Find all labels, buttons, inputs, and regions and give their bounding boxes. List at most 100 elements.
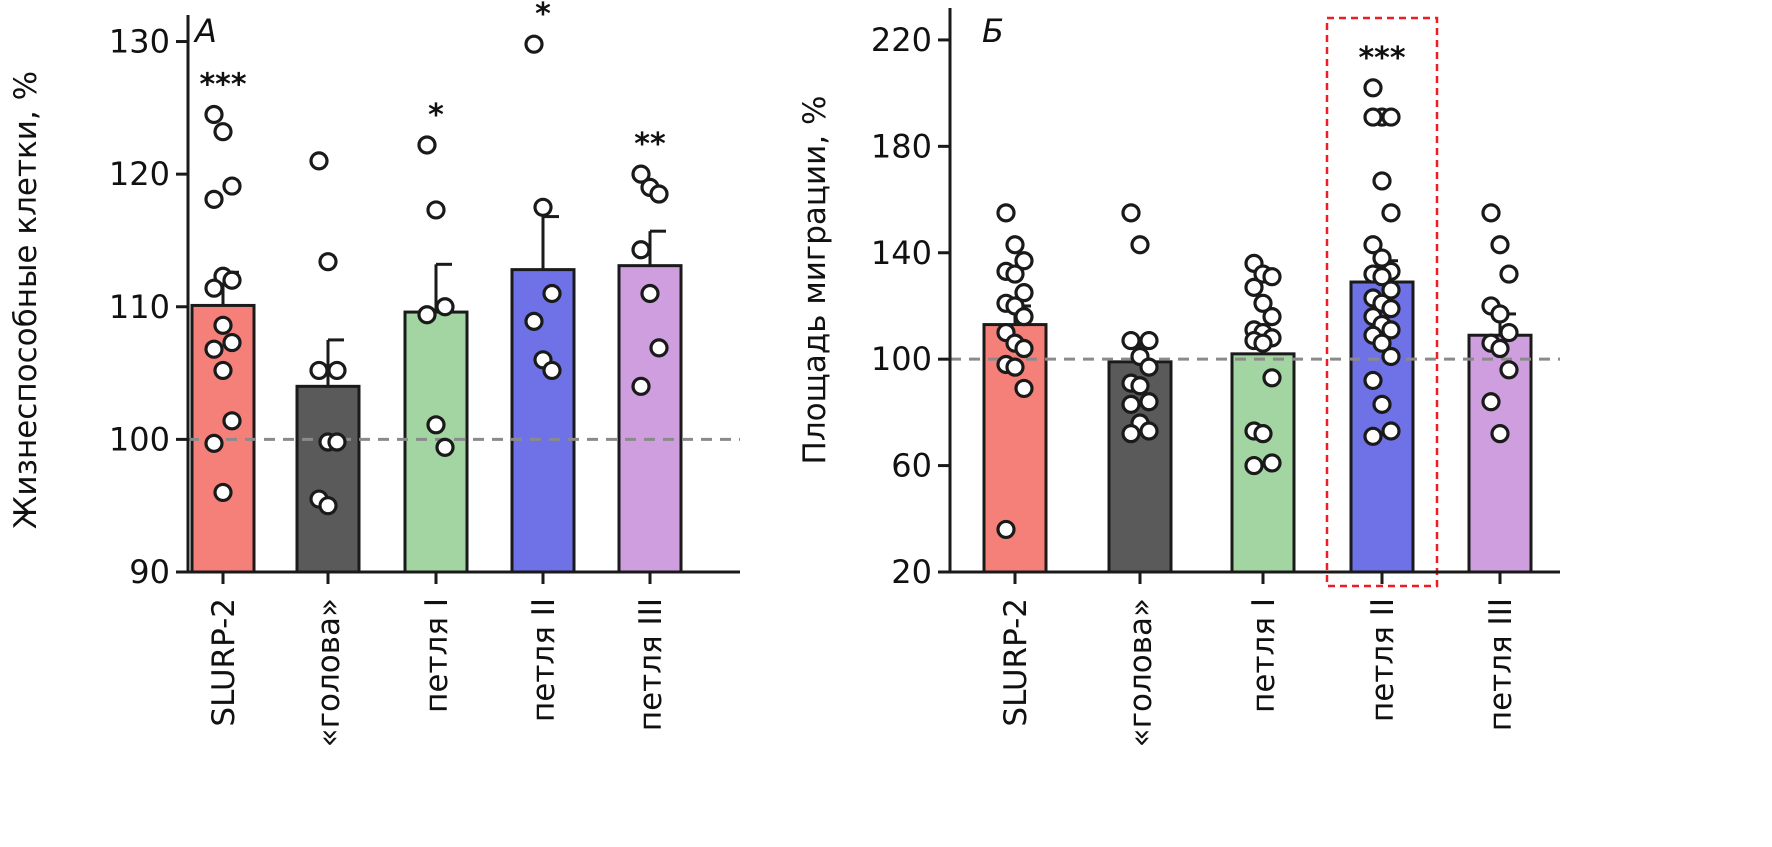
data-point [1139,357,1159,377]
data-point [1363,370,1383,391]
data-point [631,240,651,260]
data-point [1139,421,1159,441]
data-point [631,376,651,396]
significance-marker: * [428,98,444,133]
data-point [1490,304,1510,324]
data-point [1372,267,1392,287]
data-point [204,104,224,125]
highlight-box [1325,16,1439,588]
data-point [1262,267,1282,287]
y-tick-label: 130 [109,23,170,61]
y-tick-label: 120 [109,155,170,193]
data-point [1381,320,1401,340]
data-point [1499,322,1519,343]
bar [295,384,361,574]
data-point [1014,251,1034,271]
data-point [1014,338,1034,359]
data-point [1381,280,1401,300]
data-point [1381,203,1401,223]
data-point [222,176,242,196]
data-point [1139,392,1159,412]
data-point [1363,426,1383,446]
data-point [1490,424,1510,444]
category-label: петля I [419,598,455,713]
data-point [1262,307,1282,327]
data-point [640,283,660,304]
data-point [542,360,562,381]
data-point [1381,107,1401,127]
data-point [1490,235,1510,255]
data-point [1253,424,1273,444]
category-label: петля III [1483,598,1519,731]
chart-panel-1: *** 20 60 100 140 180 220 SLURP-2 «голова» петля … [797,8,1560,747]
data-point [631,164,651,184]
y-tick-label: 180 [871,127,932,165]
data-point [1244,455,1264,476]
y-tick-label: 220 [871,21,932,59]
bar [403,310,469,574]
data-point [1481,392,1501,412]
data-point [1005,357,1025,377]
data-point [426,415,446,435]
data-point [1372,333,1392,353]
y-tick-label: 100 [871,340,932,378]
data-point [309,151,329,171]
data-point [204,189,224,209]
data-point [1381,346,1401,367]
data-point [1262,453,1282,473]
category-label: SLURP-2 [206,598,242,727]
data-point [1244,277,1264,297]
data-point [533,197,553,217]
data-point [524,34,544,54]
data-point [1121,203,1141,223]
data-point [1381,421,1401,441]
data-point [649,338,669,358]
data-point [318,252,338,272]
data-point [1499,360,1519,380]
data-point [222,270,242,290]
data-point [213,360,233,381]
data-point [222,332,242,353]
data-point [435,437,455,457]
data-point [1014,307,1034,327]
data-point [1005,235,1025,255]
data-point [1499,264,1519,284]
data-point [1121,394,1141,414]
data-point [417,305,437,325]
data-point [417,135,437,155]
data-point [1363,107,1383,127]
panel-label: А [193,12,217,50]
data-point [426,200,446,220]
data-point [1381,299,1401,319]
y-tick-label: 140 [871,234,932,272]
category-label: «голова» [311,598,347,747]
data-point [318,496,338,516]
y-tick-label: 100 [109,420,170,458]
data-point [1121,330,1141,351]
data-point [213,315,233,335]
panel-label: Б [982,12,1004,50]
category-label: петля I [1246,598,1282,713]
data-point [1363,78,1383,98]
data-point [1014,378,1034,399]
data-point [327,432,347,452]
data-point [1139,330,1159,351]
y-tick-label: 110 [109,288,170,326]
data-point [1253,333,1273,353]
data-point [1014,283,1034,303]
data-point [1253,293,1273,313]
category-label: «голова» [1123,598,1159,747]
y-tick-label: 90 [129,553,170,591]
data-point [1372,394,1392,414]
data-point [542,283,562,304]
data-point [309,360,329,381]
bar [1467,333,1533,574]
category-label: SLURP-2 [998,598,1034,727]
data-point [524,311,544,331]
data-point [1130,235,1150,255]
y-axis-label: Площадь миграции, % [797,96,833,465]
data-point [1363,235,1383,255]
data-point [1490,338,1510,359]
